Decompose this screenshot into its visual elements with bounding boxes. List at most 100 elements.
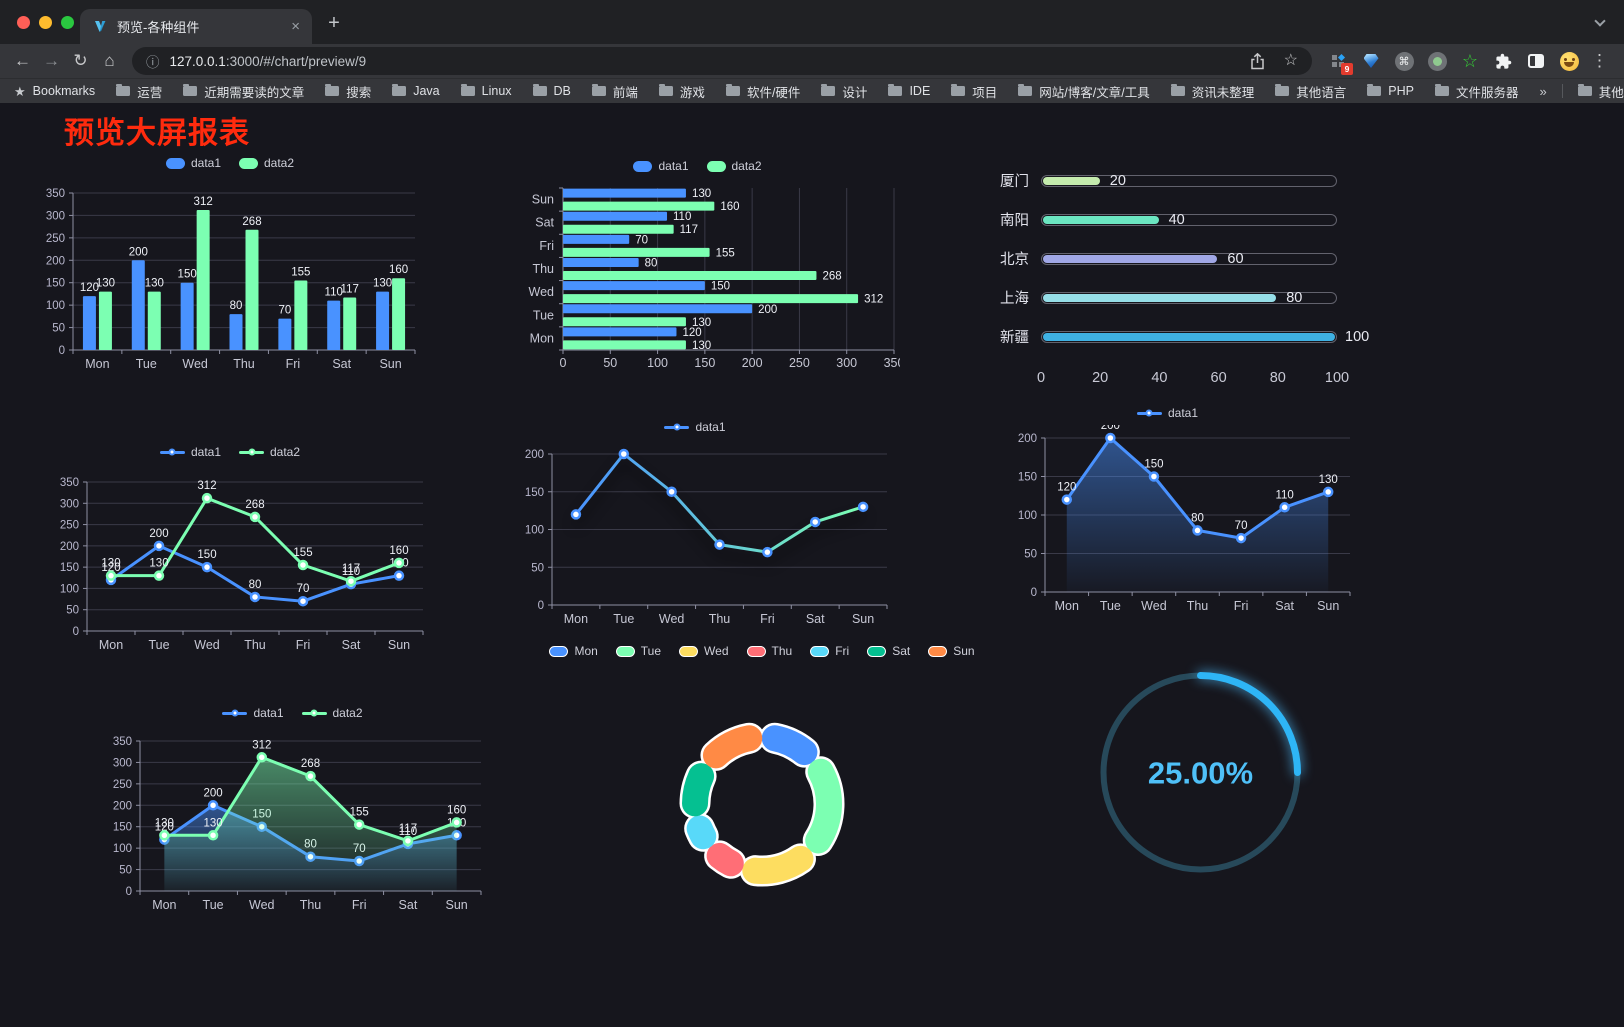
- svg-text:312: 312: [252, 739, 271, 751]
- chart-gauge[interactable]: 25.00%: [1083, 655, 1318, 890]
- chart-donut[interactable]: Mon Tue Wed Thu Fri Sat Sun: [549, 641, 975, 945]
- bookmark-folder[interactable]: 游戏: [658, 82, 705, 101]
- bookmark-folder[interactable]: DB: [532, 82, 571, 101]
- browser-menu-icon[interactable]: ⋮: [1591, 51, 1608, 70]
- bookmark-folder[interactable]: 项目: [951, 82, 997, 101]
- progress-row-label: 南阳: [1000, 213, 1029, 229]
- extension-puzzle-icon[interactable]: [1493, 51, 1513, 71]
- svg-text:130: 130: [692, 188, 711, 200]
- legend-item[interactable]: Thu: [746, 644, 792, 658]
- chart-area-two[interactable]: data1 data2 0 50 100 150 200 250 300 350 Mon Tue Wed…: [95, 703, 490, 919]
- progress-fill: [1043, 176, 1100, 185]
- svg-text:160: 160: [389, 264, 408, 276]
- extension-emoji-icon[interactable]: [1559, 51, 1579, 71]
- bookmark-folder[interactable]: 搜索: [325, 82, 371, 101]
- minimize-window-button[interactable]: [39, 16, 52, 29]
- svg-text:150: 150: [113, 822, 132, 834]
- legend-item[interactable]: data1: [664, 420, 726, 434]
- progress-row[interactable]: 新疆 100: [985, 317, 1370, 356]
- folder-icon: [725, 84, 740, 96]
- bookmarks-manager-item[interactable]: ★ Bookmarks: [14, 84, 95, 98]
- legend-item[interactable]: data1: [222, 706, 284, 720]
- axis-tick-label: 60: [1210, 370, 1227, 386]
- svg-text:Wed: Wed: [194, 638, 220, 652]
- bookmark-folder[interactable]: 近期需要读的文章: [183, 82, 304, 101]
- bookmark-folder[interactable]: 网站/博客/文章/工具: [1018, 82, 1150, 101]
- reload-button[interactable]: ↻: [73, 51, 88, 70]
- bookmark-folder-label: 其他语言: [1296, 85, 1347, 100]
- legend-label: Sun: [953, 644, 975, 658]
- url-text: 127.0.0.1:3000/#/chart/preview/9: [170, 54, 367, 69]
- extension-record-icon[interactable]: [1427, 51, 1447, 71]
- bookmark-folder[interactable]: 资讯未整理: [1170, 82, 1254, 101]
- chart-bar-grouped[interactable]: data1 data2 0 50 100 150 200 250 300 350 Mon Tue Wed…: [30, 153, 430, 375]
- other-bookmarks-item[interactable]: 其他书签: [1577, 82, 1624, 101]
- new-tab-button[interactable]: +: [328, 11, 340, 34]
- legend-item[interactable]: data1: [633, 159, 689, 173]
- progress-row[interactable]: 南阳 40: [985, 200, 1370, 239]
- svg-text:110: 110: [673, 211, 691, 223]
- bookmark-folder[interactable]: 运营: [116, 82, 162, 101]
- extension-star-icon[interactable]: ☆: [1461, 51, 1479, 71]
- svg-text:0: 0: [1031, 587, 1037, 599]
- legend-item[interactable]: data1: [159, 445, 221, 459]
- bookmarks-overflow-chevron[interactable]: »: [1539, 83, 1547, 99]
- legend-item[interactable]: Fri: [810, 644, 849, 658]
- tab-search-chevron-icon[interactable]: [1594, 15, 1606, 27]
- folder-icon: [658, 84, 673, 96]
- chart-area-one[interactable]: data1 0 50 100 150 200 Mon Tue Wed Thu Fri Sat Sun 12…: [975, 403, 1360, 619]
- chart-bar-horizontal[interactable]: data1data2050100150200250300350Mon120130…: [495, 156, 900, 370]
- svg-text:300: 300: [60, 498, 79, 510]
- legend-marker: [301, 709, 327, 717]
- legend-item[interactable]: Mon: [549, 644, 598, 658]
- legend-label: data2: [264, 156, 295, 170]
- legend-item[interactable]: data2: [706, 159, 762, 173]
- bookmark-folder[interactable]: 软件/硬件: [725, 82, 801, 101]
- bookmark-folder[interactable]: 设计: [821, 82, 867, 101]
- extension-grid-icon[interactable]: 9: [1328, 51, 1353, 75]
- bookmark-folder[interactable]: Java: [392, 82, 440, 101]
- extension-command-icon[interactable]: ⌘: [1394, 51, 1414, 71]
- legend-item[interactable]: data2: [239, 445, 300, 459]
- bookmark-folder[interactable]: PHP: [1367, 82, 1414, 101]
- svg-text:70: 70: [297, 583, 310, 595]
- address-bar[interactable]: ⓘ 127.0.0.1:3000/#/chart/preview/9 ☆: [132, 47, 1312, 75]
- extension-sidepanel-icon[interactable]: [1526, 51, 1546, 71]
- legend-item[interactable]: data2: [301, 706, 363, 720]
- bookmark-folder-label: 软件/硬件: [746, 85, 801, 100]
- svg-text:130: 130: [1319, 474, 1338, 486]
- bookmark-star-icon[interactable]: ☆: [1283, 52, 1298, 69]
- maximize-window-button[interactable]: [61, 16, 74, 29]
- home-button[interactable]: ⌂: [104, 51, 115, 70]
- site-info-icon[interactable]: ⓘ: [146, 55, 160, 70]
- bookmark-folder[interactable]: 前端: [591, 82, 638, 101]
- legend-item[interactable]: data1: [165, 156, 221, 170]
- progress-track: 60: [1041, 251, 1337, 267]
- forward-button[interactable]: →: [43, 51, 60, 70]
- chart-line-gradient[interactable]: data1 0 50 100 150 200 Mon Tue Wed Thu Fri Sat Sun: [495, 417, 895, 631]
- chart-line-two[interactable]: data1 data2 0 50 100 150 200 250 300 350 Mon Tue Wed…: [30, 442, 430, 659]
- tab-close-icon[interactable]: ×: [291, 18, 300, 35]
- back-button[interactable]: ←: [14, 51, 31, 70]
- bookmark-folder[interactable]: IDE: [888, 82, 930, 101]
- bookmark-folder[interactable]: Linux: [460, 82, 512, 101]
- bookmark-folder[interactable]: 其他语言: [1275, 82, 1346, 101]
- close-window-button[interactable]: [17, 16, 30, 29]
- legend-item[interactable]: Tue: [615, 644, 661, 658]
- legend-item[interactable]: Sat: [867, 644, 910, 658]
- progress-row[interactable]: 北京 60: [985, 239, 1370, 278]
- chart-city-progress[interactable]: 厦门 20 南阳 40 北京 60 上海 80 新疆 100 0 20 40 60 80 100: [985, 161, 1370, 396]
- share-icon[interactable]: [1250, 52, 1265, 70]
- gauge-chart-plot: 25.00%: [1100, 672, 1301, 873]
- legend-item[interactable]: Wed: [679, 644, 729, 658]
- bookmark-folder[interactable]: 文件服务器: [1434, 82, 1518, 101]
- legend-item[interactable]: Sun: [928, 644, 975, 658]
- progress-row[interactable]: 厦门 20: [985, 161, 1370, 200]
- svg-text:Thu: Thu: [244, 638, 266, 652]
- browser-tab[interactable]: 预览-各种组件 ×: [80, 9, 312, 44]
- progress-row[interactable]: 上海 80: [985, 278, 1370, 317]
- legend-item[interactable]: data2: [239, 156, 294, 170]
- extension-gem-icon[interactable]: [1361, 51, 1381, 71]
- svg-text:312: 312: [197, 480, 216, 492]
- legend-item[interactable]: data1: [1136, 406, 1198, 420]
